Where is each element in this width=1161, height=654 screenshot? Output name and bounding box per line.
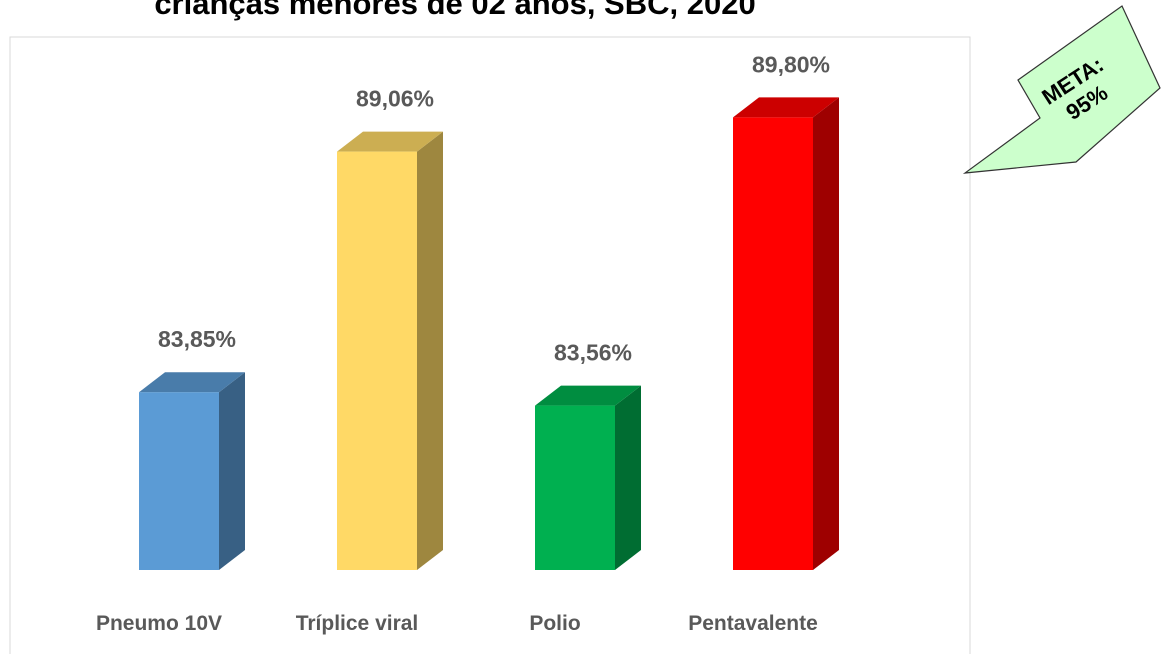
x-tick-label: Pentavalente (688, 612, 818, 635)
value-label: 83,85% (158, 326, 236, 352)
bar (139, 392, 219, 570)
x-tick-label: Tríplice viral (296, 612, 419, 635)
x-tick-label: Pneumo 10V (96, 612, 222, 635)
bar-top (535, 385, 641, 406)
bar (535, 405, 615, 570)
chart-title: crianças menores de 02 anos, SBC, 2020 (154, 0, 755, 21)
bar-side (813, 97, 839, 570)
bar-side (219, 372, 245, 570)
bar (733, 117, 813, 570)
bar-top (733, 97, 839, 118)
bar-side (615, 385, 641, 570)
x-tick-label: Polio (529, 612, 580, 635)
value-label: 83,56% (554, 340, 632, 366)
bar (337, 151, 417, 571)
value-label: 89,06% (356, 86, 434, 112)
bar-top (337, 131, 443, 152)
value-label: 89,80% (752, 51, 830, 77)
bar-top (139, 372, 245, 393)
meta-callout (962, 5, 1161, 174)
bar-side (417, 131, 443, 571)
plot-frame (9, 36, 971, 654)
